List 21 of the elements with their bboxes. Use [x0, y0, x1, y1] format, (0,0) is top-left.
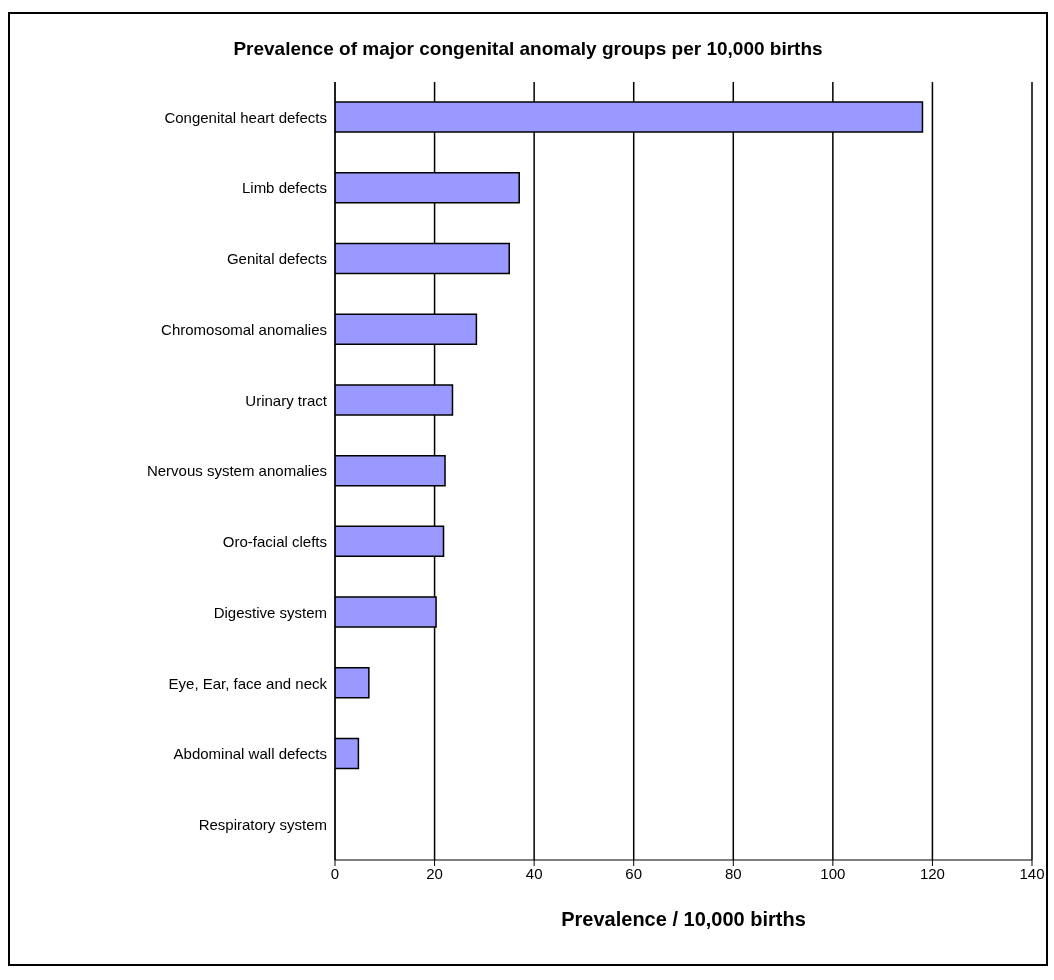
- y-tick-label: Nervous system anomalies: [146, 462, 327, 480]
- y-tick-label: Digestive system: [213, 603, 327, 621]
- y-tick-label: Genital defects: [226, 250, 327, 268]
- y-tick-label: Congenital heart defects: [164, 108, 327, 126]
- y-tick-label: Oro-facial clefts: [222, 533, 327, 551]
- y-tick-label: Urinary tract: [245, 391, 328, 409]
- x-tick-label: 60: [625, 864, 643, 882]
- y-tick-label: Chromosomal anomalies: [161, 320, 327, 338]
- y-tick-label: Eye, Ear, face and neck: [168, 674, 328, 692]
- y-tick-label: Abdominal wall defects: [173, 745, 327, 763]
- x-tick-label: 20: [426, 864, 443, 882]
- x-tick-label: 120: [919, 864, 945, 882]
- chart-title: Prevalence of major congenital anomaly groups per 10,000 births: [232, 38, 824, 60]
- x-tick-label: 100: [820, 864, 846, 882]
- x-tick-label: 40: [525, 864, 543, 882]
- y-tick-label: Limb defects: [241, 179, 327, 197]
- x-tick-label: 80: [724, 864, 742, 882]
- x-axis-title: Prevalence / 10,000 births: [561, 908, 806, 930]
- y-tick-label: Respiratory system: [198, 815, 327, 833]
- x-tick-label: 0: [330, 864, 340, 882]
- x-tick-label: 140: [1019, 864, 1045, 882]
